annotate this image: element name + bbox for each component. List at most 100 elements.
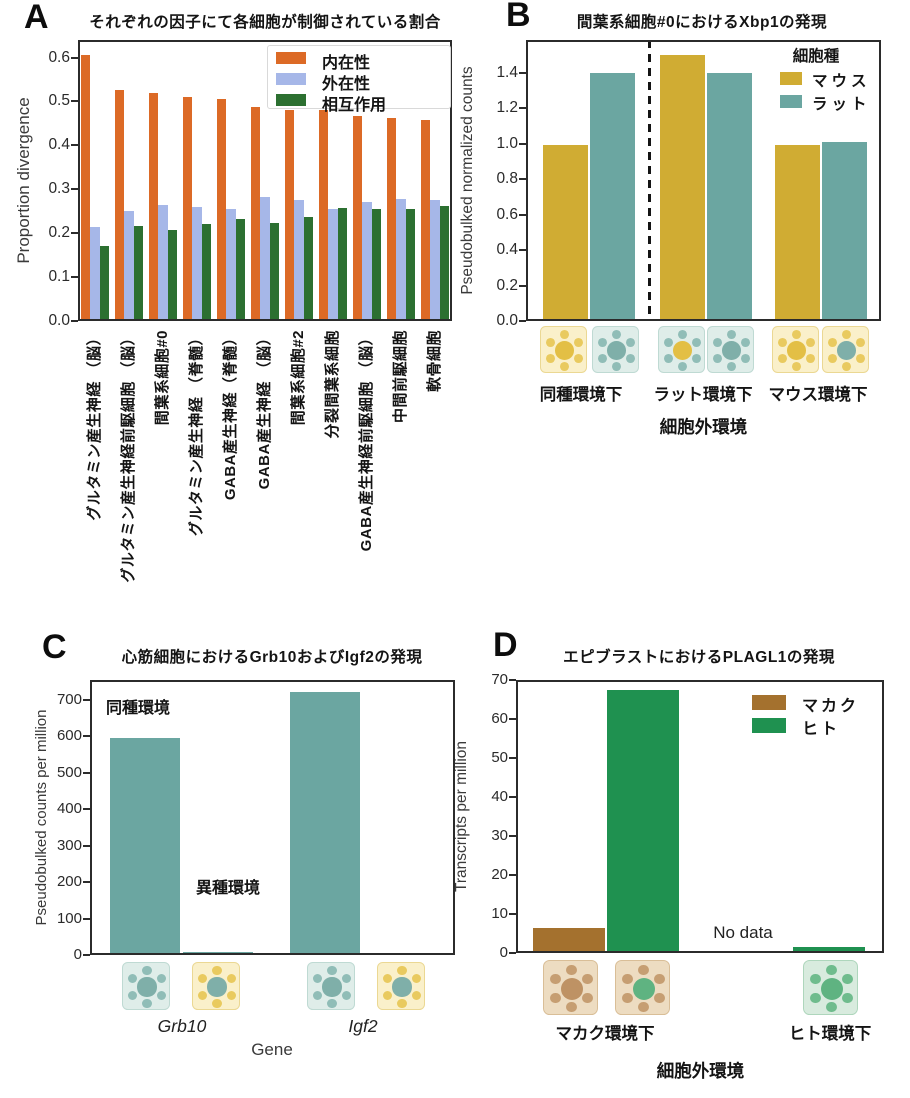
bar-相互作用 [371,208,382,321]
cross-species-env-icon [192,962,240,1010]
cell-dot [625,338,635,347]
bar-外在性 [158,204,168,321]
y-tick-label: 40 [491,788,508,805]
y-tick-label: 0 [73,946,82,963]
cell-dot [855,354,865,363]
y-tick-mark [509,835,516,837]
y-tick-label: 1.0 [496,134,518,152]
cell-dot [810,992,821,1004]
cell-dot [341,974,351,984]
legend-swatch-ラット [780,95,802,108]
y-tick-mark [519,107,526,110]
legend-label: マカク [802,698,860,715]
cell-dot [638,1001,649,1013]
y-tick-mark [71,320,78,322]
cell-dot [713,338,723,347]
x-category-label: GABA産生神経（脊髄） [222,330,239,501]
cell-nucleus [555,341,574,360]
y-tick-mark [83,881,90,884]
cell-nucleus [392,977,412,997]
bar-外在性 [260,196,270,321]
cell-dot [226,974,236,984]
bar-相互作用 [269,223,280,321]
bar-外在性 [124,210,134,321]
cell-dot [622,973,633,985]
cell-dot [142,998,152,1008]
rat-cell-rat-env-icon [707,326,754,373]
bar-マウス [775,145,820,321]
x-category-label: GABA産生神経前駆細胞 （脳） [358,330,375,552]
y-tick-label: 20 [491,866,508,883]
legend-label: 外在性 [322,76,371,93]
y-tick-mark [519,213,526,216]
cell-dot [128,990,138,1000]
y-tick-mark [509,757,516,759]
cell-dot [128,974,138,984]
legend-swatch-ヒト [752,718,786,733]
x-category-label: 分裂間葉系細胞 [324,330,341,439]
cell-dot [654,973,665,985]
cell-dot [397,966,407,976]
y-tick-mark [83,954,90,956]
panel-b-xlabel: 細胞外環境 [659,417,748,437]
cell-nucleus [207,977,227,997]
cell-dot [411,974,421,984]
y-tick-mark [71,232,78,235]
bar-同種環境-Grb10 [110,737,180,955]
y-tick-label: 0.6 [48,48,70,66]
y-tick-mark [83,771,90,774]
bar-ヒト-ヒト環境下 [793,947,865,953]
cell-dot [826,964,837,975]
bar-ラット [822,141,867,321]
cell-dot [397,998,407,1008]
cell-dot [612,362,621,371]
cell-dot [828,338,838,347]
cell-dot [842,362,851,371]
panel-c-xlabel: Gene [251,1040,293,1059]
legend-label: 内在性 [322,55,371,72]
y-tick-label: 30 [491,827,508,844]
bar-内在性 [114,89,125,321]
panel-label-c: C [42,628,67,666]
cell-dot [582,973,593,985]
cell-nucleus [787,341,806,360]
cell-dot [678,362,687,371]
y-tick-label: 0.1 [48,268,70,286]
cell-dot [560,330,569,339]
y-tick-mark [519,178,526,181]
y-tick-label: 0.4 [496,241,518,259]
y-tick-label: 1.2 [496,99,518,117]
legend: 内在性 外在性 相互作用 [267,45,451,114]
bar-異種環境-Grb10 [183,952,253,955]
cell-dot [550,992,561,1004]
bar-ラット [707,72,752,321]
bar-外在性 [328,209,338,321]
panel-label-a: A [24,0,49,36]
cell-dot [805,338,815,347]
y-tick-label: 100 [56,909,82,927]
bar-内在性 [216,98,227,321]
cell-dot [622,992,633,1004]
y-tick-mark [509,796,516,798]
y-tick-mark [509,679,516,681]
legend-label: ラット [812,96,871,113]
y-tick-label: 0.2 [48,224,70,242]
cell-dot [691,354,701,363]
panel-b-title: 間葉系細胞#0におけるXbp1の発現 [576,14,828,31]
bar-外在性 [294,200,304,321]
mouse-cell-mouse-env-icon [540,326,587,373]
y-tick-mark [71,144,78,147]
panel-d-no-data-annotation: No data [713,923,773,942]
cell-dot [142,966,152,976]
panel-c-category-igf2: Igf2 [348,1016,378,1036]
x-category-label: 間葉系細胞#2 [290,330,307,426]
bar-内在性 [420,119,431,321]
panel-b-category-rat-env: ラット環境下 [653,386,753,404]
bar-相互作用 [133,225,144,321]
panel-d-category-human-env: ヒト環境下 [788,1025,872,1043]
bar-同種環境-Igf2 [290,692,360,955]
y-tick-mark [71,276,78,279]
legend-swatch-マカク [752,695,786,710]
cell-dot [573,338,583,347]
y-tick-label: 600 [56,727,82,745]
